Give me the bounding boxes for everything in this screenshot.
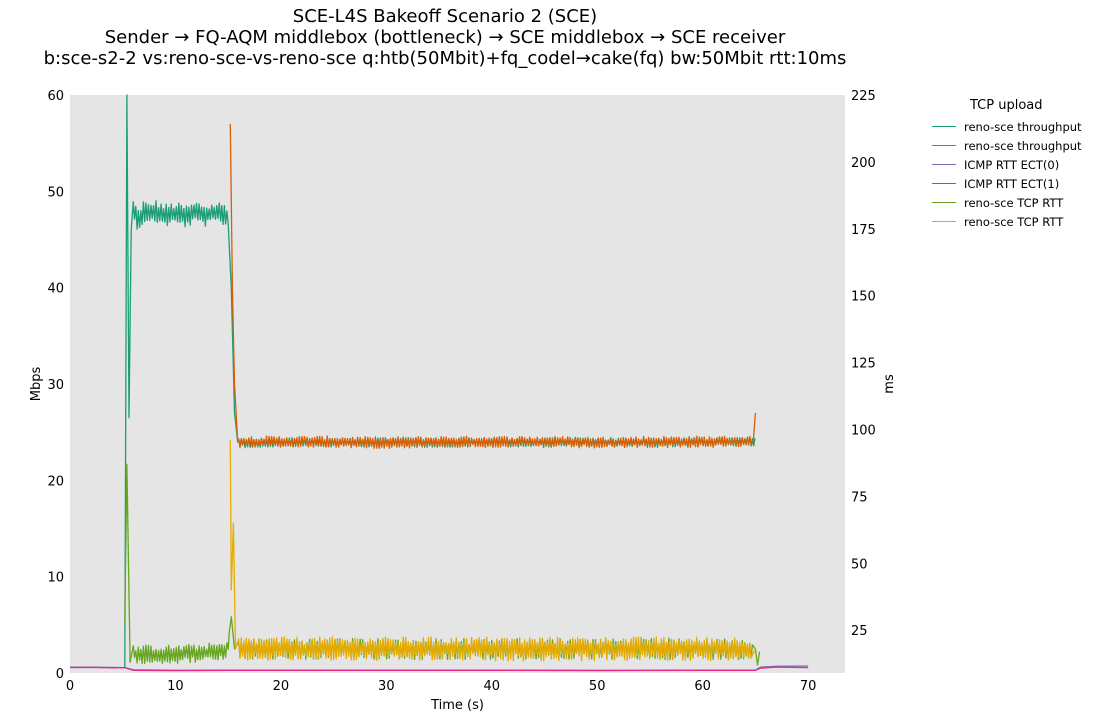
left-axis-ticks: 0 10 20 30 40 50 60 [47, 89, 64, 682]
x-tick-label: 10 [167, 679, 184, 694]
title-line-2: Sender → FQ-AQM middlebox (bottleneck) →… [104, 27, 786, 48]
x-tick-label: 50 [589, 679, 606, 694]
legend-swatch [932, 164, 956, 165]
legend-entry: reno-sce TCP RTT [932, 212, 1082, 231]
legend-swatch [932, 183, 956, 184]
legend-swatch [932, 126, 956, 127]
x-tick-label: 20 [273, 679, 290, 694]
left-tick-label: 0 [56, 667, 64, 682]
legend-swatch [932, 202, 956, 203]
legend-entry: ICMP RTT ECT(1) [932, 174, 1082, 193]
right-tick-label: 225 [851, 89, 876, 104]
legend-entry: reno-sce throughput [932, 136, 1082, 155]
x-tick-label: 40 [483, 679, 500, 694]
legend-entry: reno-sce throughput [932, 117, 1082, 136]
legend-label: reno-sce TCP RTT [964, 195, 1064, 210]
legend-label: reno-sce TCP RTT [964, 214, 1064, 229]
left-tick-label: 60 [47, 89, 64, 104]
legend-label: ICMP RTT ECT(1) [964, 176, 1060, 191]
x-tick-label: 60 [694, 679, 711, 694]
plot-area [70, 95, 845, 673]
right-tick-label: 100 [851, 423, 876, 438]
right-tick-label: 200 [851, 156, 876, 171]
right-tick-label: 50 [851, 557, 868, 572]
legend-entry: reno-sce TCP RTT [932, 193, 1082, 212]
legend-swatch [932, 145, 956, 146]
left-axis-label: Mbps [29, 367, 44, 402]
x-tick-label: 0 [66, 679, 74, 694]
right-tick-label: 150 [851, 290, 876, 305]
right-tick-label: 125 [851, 357, 876, 372]
x-axis-ticks: 0 10 20 30 40 50 60 70 [66, 679, 817, 694]
legend-entry: ICMP RTT ECT(0) [932, 155, 1082, 174]
legend-label: reno-sce throughput [964, 119, 1082, 134]
title-line-3: b:sce-s2-2 vs:reno-sce-vs-reno-sce q:htb… [43, 48, 847, 69]
left-tick-label: 40 [47, 282, 64, 297]
x-axis-label: Time (s) [430, 698, 484, 713]
left-tick-label: 20 [47, 474, 64, 489]
series-line-1 [229, 123, 757, 450]
title-line-1: SCE-L4S Bakeoff Scenario 2 (SCE) [292, 6, 598, 27]
right-tick-label: 75 [851, 490, 868, 505]
legend-title: TCP upload [970, 98, 1043, 113]
left-tick-label: 30 [47, 378, 64, 393]
right-tick-label: 175 [851, 223, 876, 238]
left-tick-label: 50 [47, 185, 64, 200]
legend-items: reno-sce throughput reno-sce throughput IC… [932, 117, 1082, 231]
chart-title: SCE-L4S Bakeoff Scenario 2 (SCE) Sender … [0, 6, 890, 69]
x-tick-label: 30 [378, 679, 395, 694]
right-axis-ticks: 25 50 75 100 125 150 175 200 225 [851, 89, 876, 639]
legend: TCP upload reno-sce throughput reno-sce t… [932, 98, 1082, 231]
legend-label: reno-sce throughput [964, 138, 1082, 153]
series-layer [69, 94, 809, 672]
right-tick-label: 25 [851, 624, 868, 639]
legend-label: ICMP RTT ECT(0) [964, 157, 1060, 172]
series-line-5 [229, 440, 756, 662]
right-axis-label: ms [882, 374, 897, 394]
left-tick-label: 10 [47, 571, 64, 586]
legend-swatch [932, 221, 956, 222]
series-line-3 [69, 666, 809, 672]
x-tick-label: 70 [800, 679, 817, 694]
